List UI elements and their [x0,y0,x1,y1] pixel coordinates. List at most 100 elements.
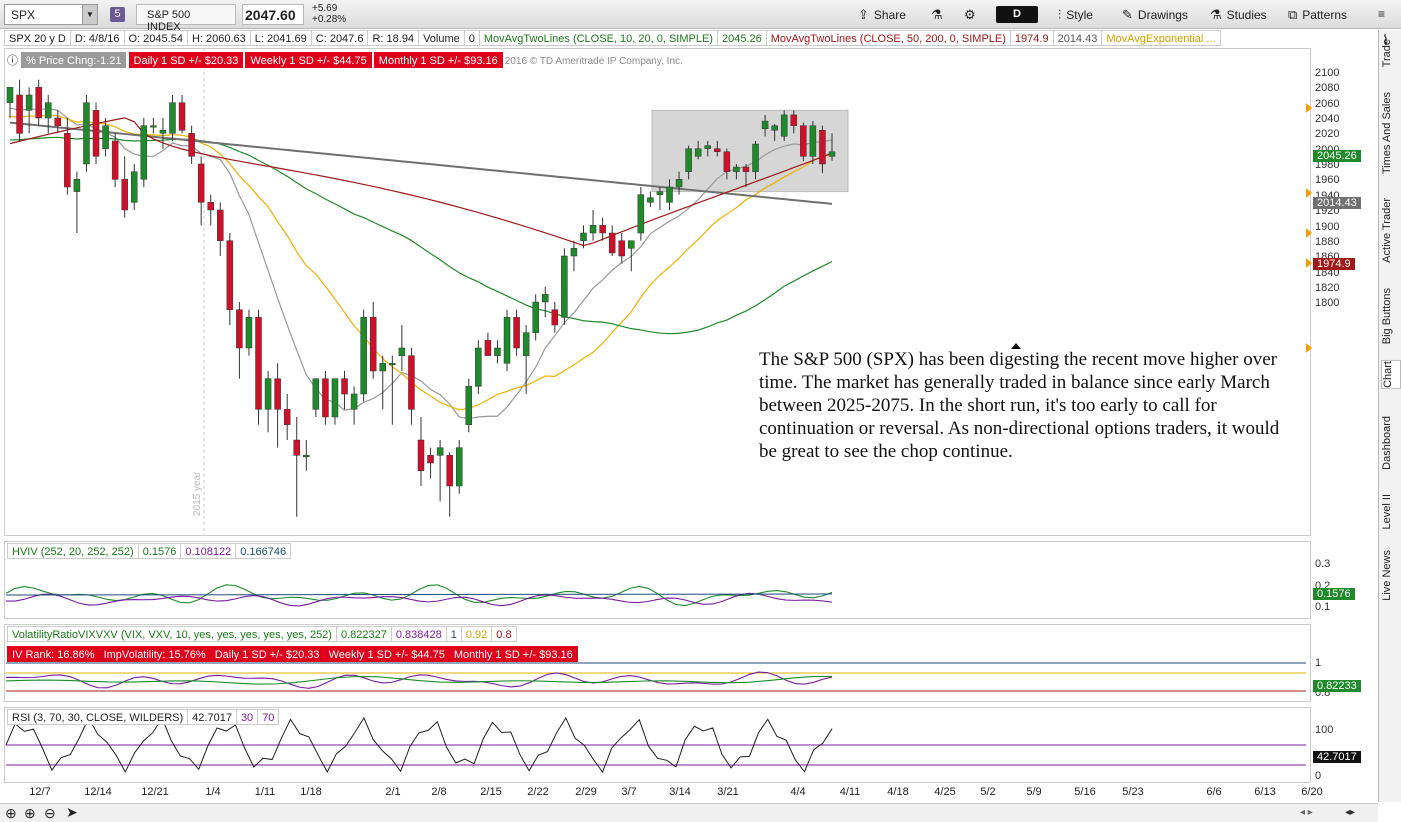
drawings-label: Drawings [1137,8,1188,22]
price-tick: 1960 [1315,174,1340,187]
candle-body [484,340,492,356]
share-button[interactable]: ⇪ Share [852,4,912,25]
time-tick: 4/11 [839,786,861,798]
bar-range: R: 18.94 [367,30,420,46]
zoom-out-icon[interactable]: ⊖ [44,805,56,821]
patterns-button[interactable]: ⧉ Patterns [1282,4,1353,25]
drawing-tool-icon[interactable]: ⌇ [1382,32,1389,48]
candle-body [780,114,788,137]
candle-body [618,240,625,257]
candle-body [35,87,42,119]
candle-body [761,120,769,129]
chevron-down-icon[interactable]: ▼ [82,5,97,24]
study-ma1-value: 2045.26 [716,30,767,46]
price-change: +5.69 +0.28% [312,3,346,25]
link-group-badge[interactable]: 5 [110,7,125,22]
candle-body [742,166,750,172]
candle-body [513,317,520,349]
time-tick: 5/2 [980,786,996,798]
aggregation-button[interactable]: D [996,6,1038,23]
study-ma2[interactable]: MovAvgTwoLines (CLOSE, 50, 200, 0, SIMPL… [765,30,1011,46]
candle-body [389,363,396,366]
candle-body [312,378,320,410]
candle-body [6,87,14,103]
monthly-sd-label: Monthly 1 SD +/- $93.16 [373,52,503,68]
scroll-left-icon[interactable]: ◂ ▸ [1300,807,1313,818]
flask-button[interactable]: ⚗ [925,4,954,25]
candle-body [628,240,635,249]
candle-body [599,225,606,234]
rsi-tick: 100 [1315,724,1334,736]
iv-rank: IV Rank: 16.86% [7,646,100,662]
alert-marker[interactable] [1306,343,1312,353]
pct-change-label: % Price Chng:-1.21 [21,52,127,68]
study-ma1[interactable]: MovAvgTwoLines (CLOSE, 10, 20, 0, SIMPLE… [478,30,718,46]
flask-icon: ⚗ [931,7,943,22]
candle-body [303,455,310,458]
toolbar: SPX ▼ 5 S&P 500 INDEX 2047.60 +5.69 +0.28%… [0,0,1401,33]
alert-marker[interactable] [1306,103,1312,113]
study-ma3[interactable]: MovAvgExponential ... [1101,30,1221,46]
candle-body [532,301,539,333]
candle-body [522,332,530,356]
ma50-tag: 1974.9 [1313,258,1355,270]
info-icon[interactable]: ⓘ [7,55,18,67]
sidebar-tab-chart[interactable]: Chart [1381,360,1401,389]
cursor-icon[interactable]: ➤ [66,804,78,820]
hviv-study[interactable]: HVIV (252, 20, 252, 252) [7,543,139,559]
bar-close: C: 2047.6 [310,30,369,46]
sidebar-tab-big-buttons[interactable]: Big Buttons [1381,288,1393,345]
annotation-text[interactable]: The S&P 500 (SPX) has been digesting the… [759,349,1280,462]
settings-button[interactable]: ⚙ [958,4,987,25]
rsi-study[interactable]: RSI (3, 70, 30, CLOSE, WILDERS) [7,709,189,725]
candle-body [322,378,329,418]
volratio-labels: VolatilityRatioVIXVXV (VIX, VXV, 10, yes… [7,626,517,642]
time-tick: 4/18 [887,786,909,798]
daily-sd-label: Daily 1 SD +/- $20.33 [128,52,244,68]
rsi-tick: 0 [1315,770,1322,782]
price-pane-labels: ⓘ % Price Chng:-1.21 Daily 1 SD +/- $20.… [7,52,683,68]
weekly-sd-label: Weekly 1 SD +/- $44.75 [245,52,372,68]
menu-button[interactable]: ≡ [1372,4,1391,25]
drawings-button[interactable]: ✎ Drawings [1116,4,1194,25]
symbol-input[interactable]: SPX ▼ [4,4,98,25]
imp-vol: ImpVolatility: 15.76% [98,646,211,662]
expand-icon[interactable]: ◂▸ [1345,807,1356,818]
sidebar-tab-trade[interactable]: Trade [1381,39,1393,68]
style-button[interactable]: ⫶ Style [1052,4,1099,25]
candle-body [436,447,444,456]
sidebar-tab-level-ii[interactable]: Level II [1381,494,1393,530]
candle-body [666,186,673,203]
volratio-v4: 0.92 [460,626,493,642]
period[interactable]: SPX 20 y D [4,30,71,46]
candle-body [131,171,138,203]
studies-button[interactable]: ⚗ Studies [1204,4,1273,25]
ma200-tag: 2014.43 [1313,197,1361,209]
sidebar-tab-active-trader[interactable]: Active Trader [1381,198,1393,263]
alert-marker[interactable] [1306,228,1312,238]
candle-body [274,378,281,410]
candle-body [427,455,434,464]
hviv-v2: 0.108122 [180,543,237,559]
sidebar-tab-live-news[interactable]: Live News [1381,550,1393,601]
candle-body [455,447,463,487]
time-axis[interactable]: 12/7 12/14 12/21 1/4 1/11 1/18 2/1 2/8 2/15 2/22 2… [4,786,1322,801]
zoom-in-icon[interactable]: ⊕ [24,805,36,821]
candle-body [16,94,23,134]
alert-marker[interactable] [1306,188,1312,198]
price-tick: 1980 [1315,159,1340,172]
rsi-tag: 42.7017 [1313,751,1361,763]
time-tick: 6/6 [1206,786,1222,798]
crosshair-icon[interactable]: ⊕ [5,805,17,821]
alert-marker[interactable] [1306,258,1312,268]
sidebar-tab-dashboard[interactable]: Dashboard [1381,416,1393,470]
sidebar-tab-times-and-sales[interactable]: Times And Sales [1381,92,1393,175]
candles-icon: ⫶ [1058,7,1062,22]
last-price: 2047.60 [242,4,304,25]
candle-body [694,148,702,157]
candle-body [494,347,501,356]
price-axis[interactable]: 2100208020602040202020001980196019401920… [1313,48,1377,536]
time-tick: 5/9 [1026,786,1042,798]
candle-body [608,232,616,254]
volratio-study[interactable]: VolatilityRatioVIXVXV (VIX, VXV, 10, yes… [7,626,337,642]
